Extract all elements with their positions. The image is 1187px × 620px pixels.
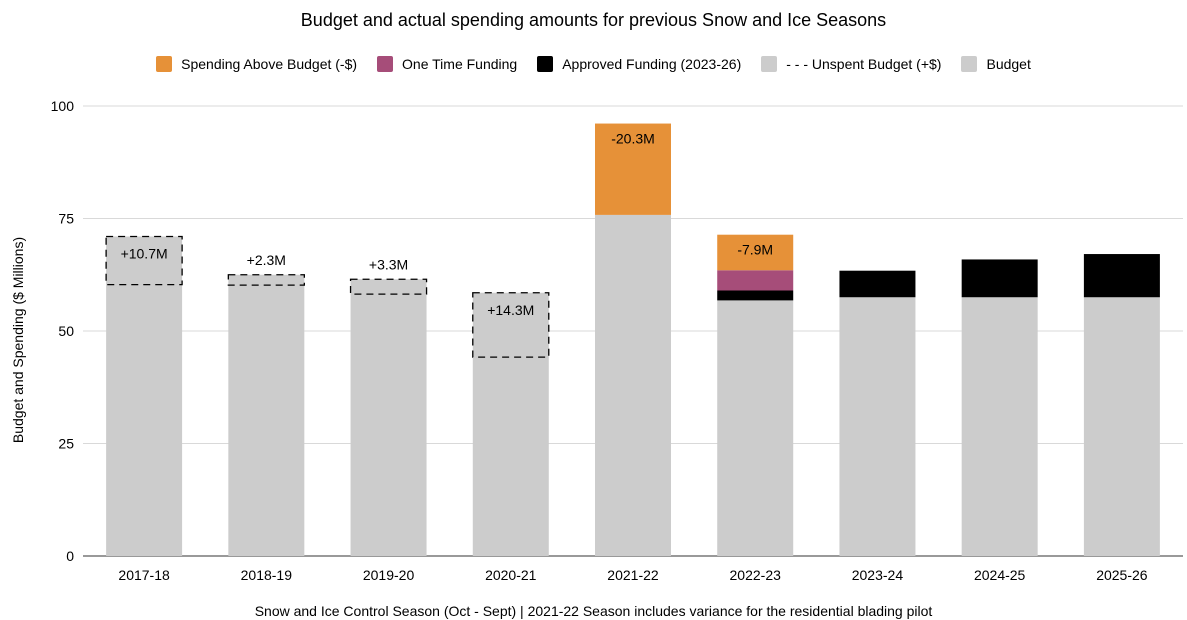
bar-spending-above-budget--2022-23: [717, 234, 794, 271]
x-tick-label-2024-25: 2024-25: [974, 567, 1026, 583]
bar-approved-funding-2023-26--2024-25: [961, 259, 1038, 298]
legend: Spending Above Budget (-$) One Time Fund…: [0, 56, 1187, 72]
y-tick-label-75: 75: [58, 211, 74, 227]
overspend-label-2021-22: -20.3M: [611, 131, 655, 147]
bar-approved-funding-2023-26--2022-23: [717, 290, 794, 301]
bar-budget-2023-24: [839, 297, 916, 556]
bar-budget-2017-18: [106, 236, 183, 556]
bar-budget-2022-23: [717, 300, 794, 556]
y-tick-label-50: 50: [58, 323, 74, 339]
bar-one-time-funding-2022-23: [717, 270, 794, 291]
unspent-label-2019-20: +3.3M: [369, 256, 408, 272]
bar-budget-2025-26: [1083, 297, 1160, 556]
x-tick-label-2023-24: 2023-24: [852, 567, 904, 583]
overspend-label-2022-23: -7.9M: [737, 242, 773, 258]
y-tick-label-25: 25: [58, 436, 74, 452]
legend-item-unspent-budget: - - - Unspent Budget (+$): [761, 56, 941, 72]
bar-budget-2018-19: [228, 274, 305, 556]
x-tick-label-2017-18: 2017-18: [118, 567, 170, 583]
unspent-box-2020-21: [472, 292, 550, 358]
bar-budget-2020-21: [472, 292, 549, 556]
legend-label-unspent-budget: - - - Unspent Budget (+$): [786, 56, 942, 72]
bar-budget-2021-22: [595, 214, 671, 556]
legend-label-one-time-funding: One Time Funding: [402, 56, 518, 72]
legend-item-spending-above: Spending Above Budget (-$): [156, 56, 357, 72]
legend-item-budget: Budget: [961, 56, 1031, 72]
chart-title: Budget and actual spending amounts for p…: [300, 10, 887, 30]
legend-label-budget: Budget: [986, 56, 1031, 72]
x-tick-label-2021-22: 2021-22: [607, 567, 659, 583]
legend-label-spending-above: Spending Above Budget (-$): [181, 56, 358, 72]
x-tick-label-2022-23: 2022-23: [730, 567, 782, 583]
legend-label-approved-funding: Approved Funding (2023-26): [562, 56, 742, 72]
y-tick-label-0: 0: [66, 548, 74, 564]
x-axis-label: Snow and Ice Control Season (Oct - Sept)…: [254, 603, 933, 619]
unspent-label-2020-21: +14.3M: [487, 302, 534, 318]
legend-swatch-approved-funding: [537, 56, 554, 72]
unspent-box-2019-20: [349, 278, 428, 295]
x-tick-label-2025-26: 2025-26: [1096, 567, 1148, 583]
bar-approved-funding-2023-26--2025-26: [1083, 254, 1160, 298]
unspent-box-2018-19: [227, 274, 305, 286]
legend-swatch-spending-above: [156, 56, 173, 72]
unspent-box-2017-18: [105, 235, 183, 286]
bar-approved-funding-2023-26--2023-24: [839, 270, 916, 298]
legend-swatch-budget: [961, 56, 978, 72]
legend-swatch-unspent-budget: [761, 56, 778, 72]
y-tick-label-100: 100: [51, 98, 75, 114]
legend-swatch-one-time-funding: [377, 56, 394, 72]
x-tick-label-2019-20: 2019-20: [363, 567, 415, 583]
bar-budget-2019-20: [350, 279, 427, 556]
unspent-label-2017-18: +10.7M: [121, 246, 168, 262]
legend-item-one-time-funding: One Time Funding: [377, 56, 517, 72]
y-axis-label: Budget and Spending ($ Millions): [10, 236, 26, 444]
unspent-label-2018-19: +2.3M: [247, 252, 286, 268]
bar-budget-2024-25: [961, 297, 1038, 556]
x-tick-label-2020-21: 2020-21: [485, 567, 537, 583]
bar-spending-above-budget--2021-22: [595, 123, 671, 215]
legend-item-approved-funding: Approved Funding (2023-26): [537, 56, 741, 72]
x-tick-label-2018-19: 2018-19: [241, 567, 293, 583]
